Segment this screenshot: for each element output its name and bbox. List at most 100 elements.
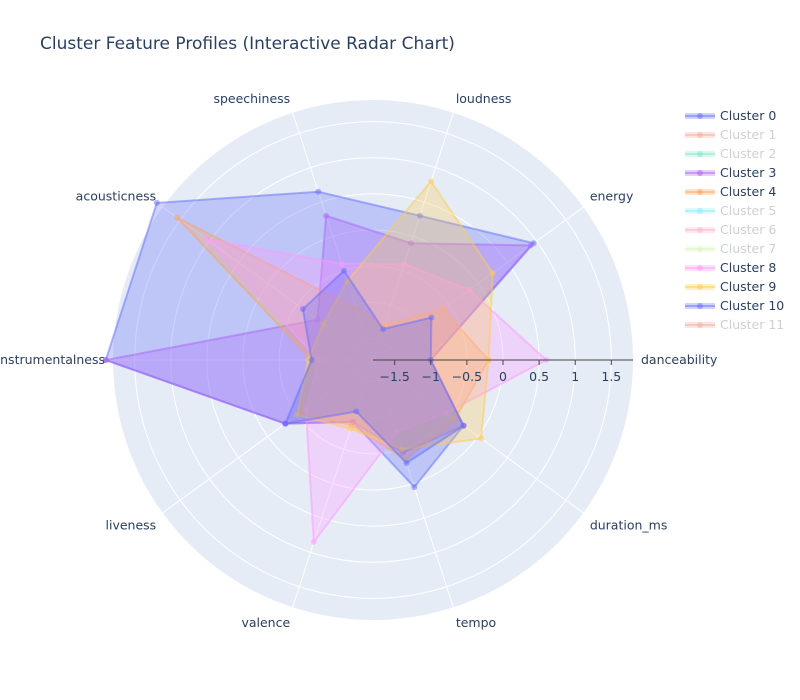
data-point-speechiness[interactable] [315,188,322,195]
legend-label: Cluster 5 [720,203,777,218]
data-point-valence[interactable] [353,408,360,415]
data-point-tempo[interactable] [393,429,400,436]
legend-item-cluster-5[interactable]: Cluster 5 [685,201,784,220]
legend-item-cluster-8[interactable]: Cluster 8 [685,258,784,277]
chart-title: Cluster Feature Profiles (Interactive Ra… [40,34,455,54]
angular-gridline-valence [292,359,374,608]
data-point-tempo[interactable] [411,484,418,491]
data-point-instrumentalness[interactable] [308,357,315,363]
data-point-energy[interactable] [466,286,473,293]
legend-label: Cluster 11 [720,317,785,332]
legend-label: Cluster 10 [720,298,785,313]
data-point-liveness[interactable] [302,405,309,412]
axis-label-acousticness: acousticness [76,188,157,203]
data-point-duration_ms[interactable] [478,435,485,442]
data-point-speechiness[interactable] [323,212,330,219]
legend-label: Cluster 9 [720,279,777,294]
data-point-acousticness[interactable] [320,320,327,327]
data-point-energy[interactable] [527,242,534,249]
data-point-duration_ms[interactable] [460,422,467,429]
data-point-duration_ms[interactable] [451,416,458,423]
legend-swatch [685,301,715,311]
legend-item-cluster-2[interactable]: Cluster 2 [685,144,784,163]
legend-swatch [685,111,715,121]
axis-label-speechiness: speechiness [213,91,290,106]
legend-swatch [685,244,715,254]
legend: Cluster 0 Cluster 1 Cluster 2 Cluster 3 Clus… [685,106,784,334]
axis-label-energy: energy [590,188,634,203]
legend-swatch [685,187,715,197]
data-point-liveness[interactable] [282,420,289,427]
legend-item-cluster-4[interactable]: Cluster 4 [685,182,784,201]
legend-swatch [685,206,715,216]
data-point-valence[interactable] [310,539,317,546]
data-point-speechiness[interactable] [338,260,345,267]
axis-label-duration_ms: duration_ms [590,518,668,533]
data-point-instrumentalness[interactable] [315,357,322,363]
legend-item-cluster-6[interactable]: Cluster 6 [685,220,784,239]
data-point-acousticness[interactable] [203,236,210,243]
data-point-loudness[interactable] [428,178,435,185]
legend-item-cluster-11[interactable]: Cluster 11 [685,315,784,334]
data-point-speechiness[interactable] [353,305,360,312]
legend-label: Cluster 6 [720,222,777,237]
data-point-acousticness[interactable] [299,306,306,313]
legend-label: Cluster 3 [720,165,777,180]
legend-swatch [685,149,715,159]
data-point-energy[interactable] [489,269,496,276]
data-point-valence[interactable] [347,425,354,432]
legend-item-cluster-1[interactable]: Cluster 1 [685,125,784,144]
legend-swatch [685,282,715,292]
data-point-tempo[interactable] [399,446,406,453]
data-point-energy[interactable] [428,314,435,321]
legend-label: Cluster 0 [720,108,777,123]
radial-tick-label-3: 0 [499,369,507,384]
legend-item-cluster-0[interactable]: Cluster 0 [685,106,784,125]
radial-tick-label-0: −1.5 [379,369,409,384]
legend-item-cluster-7[interactable]: Cluster 7 [685,239,784,258]
legend-label: Cluster 7 [720,241,777,256]
radial-tick-label-2: −0.5 [452,369,482,384]
radial-ticks: −1.5 −1 −0.5 0 0.5 1 1.5 [373,359,633,384]
angular-gridline-loudness [372,112,454,361]
legend-item-cluster-3[interactable]: Cluster 3 [685,163,784,182]
axis-label-tempo: tempo [456,615,496,630]
radial-tick-label-6: 1.5 [601,369,621,384]
radial-tick-label-1: −1 [422,369,440,384]
data-point-acousticness[interactable] [153,199,160,206]
legend-item-cluster-9[interactable]: Cluster 9 [685,277,784,296]
angular-gridline-liveness [162,359,374,514]
data-point-energy[interactable] [440,306,447,313]
axis-label-instrumentalness: instrumentalness [0,352,105,367]
angular-gridline-speechiness [292,112,374,361]
data-point-loudness[interactable] [407,240,414,247]
legend-label: Cluster 2 [720,146,777,161]
axis-label-liveness: liveness [106,518,157,533]
data-point-liveness[interactable] [294,412,301,419]
axis-label-danceability: danceability [641,352,718,367]
angular-gridline-energy [372,206,584,361]
data-point-loudness[interactable] [401,260,408,267]
angular-gridline-acousticness [162,206,374,361]
data-point-loudness[interactable] [380,326,387,333]
legend-swatch [685,130,715,140]
series-layer[interactable] [101,178,550,546]
radial-tick-label-5: 1 [571,369,579,384]
data-point-duration_ms[interactable] [443,410,450,417]
data-point-acousticness[interactable] [174,214,181,221]
angular-axis-labels: danceability energy loudness speechiness aco… [0,91,718,630]
series-cluster-8[interactable] [203,236,550,546]
data-point-loudness[interactable] [416,212,423,219]
legend-label: Cluster 8 [720,260,777,275]
data-point-instrumentalness[interactable] [102,357,109,363]
axis-label-valence: valence [241,615,290,630]
data-point-speechiness[interactable] [340,267,347,274]
angular-gridline-tempo [372,359,454,608]
angular-gridline-duration_ms [372,359,584,514]
legend-swatch [685,225,715,235]
data-point-tempo[interactable] [403,460,410,467]
legend-item-cluster-10[interactable]: Cluster 10 [685,296,784,315]
data-point-acousticness[interactable] [314,316,321,323]
legend-swatch [685,320,715,330]
